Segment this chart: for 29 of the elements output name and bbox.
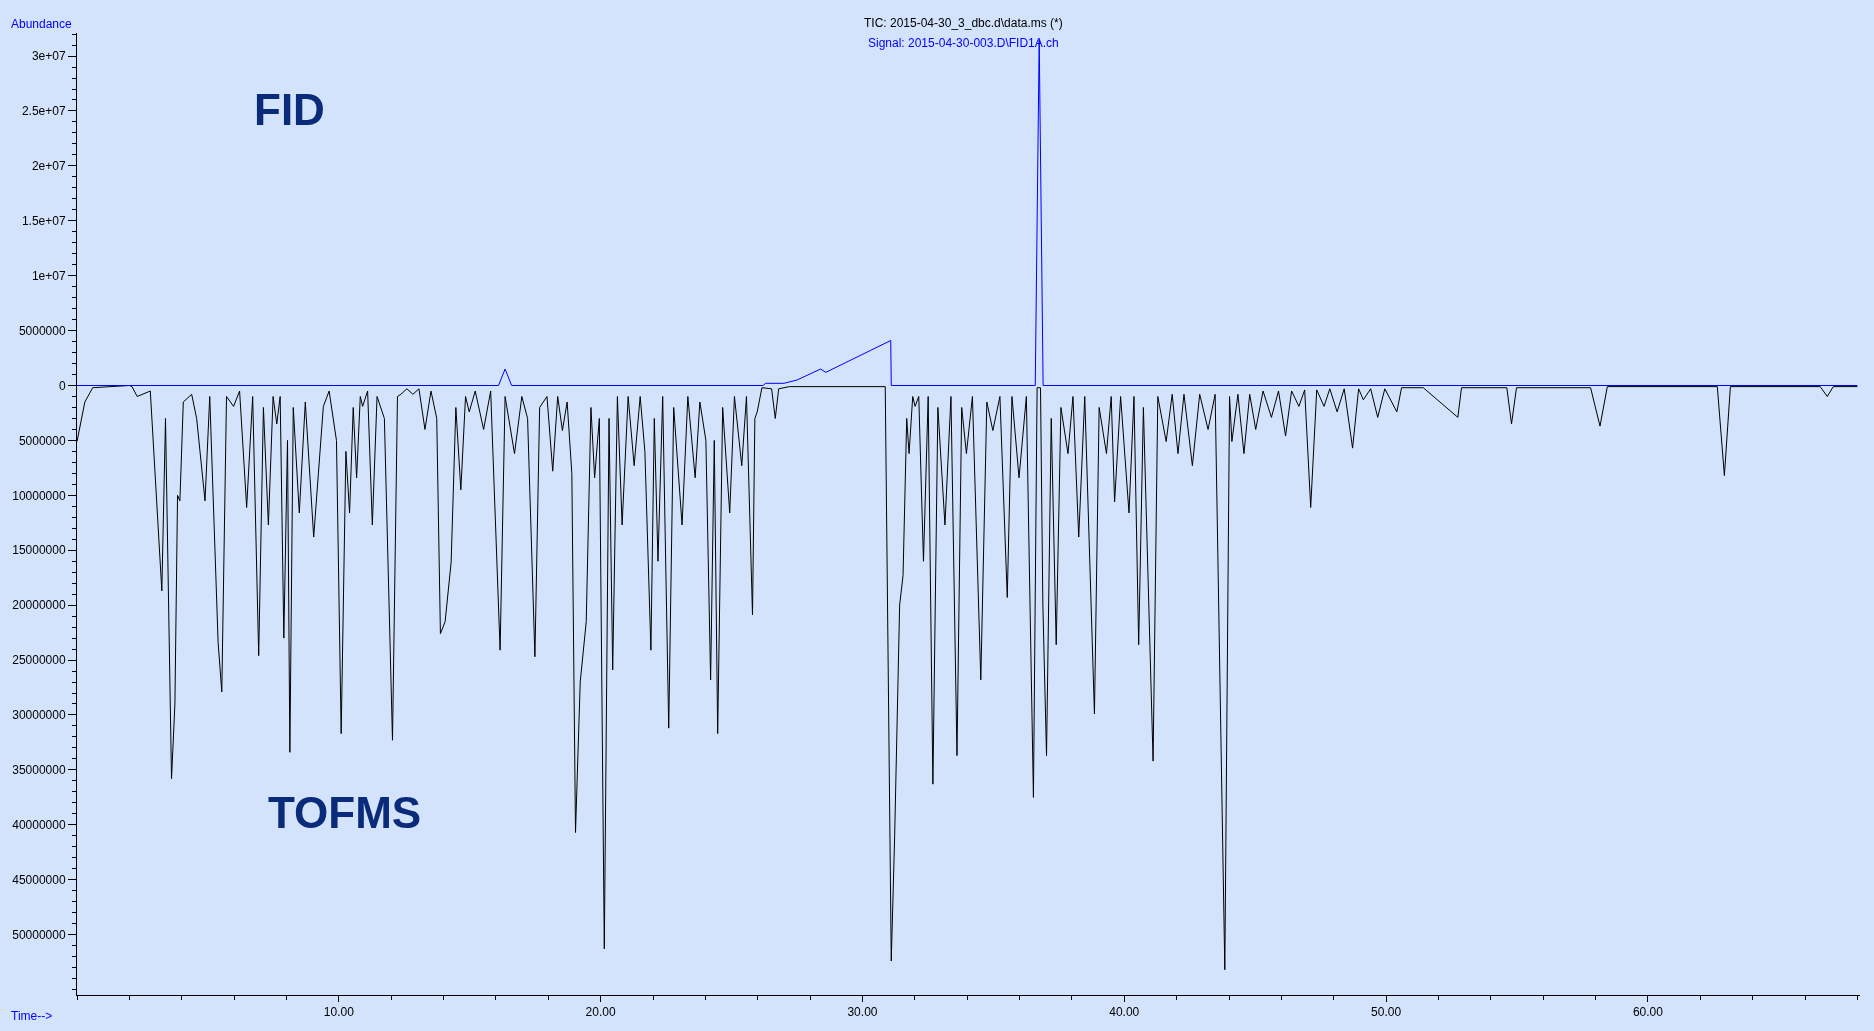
y-tick-label: 20000000 <box>12 598 66 613</box>
y-tick-label: 5000000 <box>18 433 66 448</box>
x-tick-label: 50.00 <box>1371 1005 1402 1020</box>
y-tick-label: 1e+07 <box>31 268 66 283</box>
x-axis-title: Time--> <box>11 1009 53 1023</box>
x-tick-label: 40.00 <box>1109 1005 1140 1020</box>
y-tick-label: 10000000 <box>12 488 66 503</box>
y-tick-label: 45000000 <box>12 872 66 887</box>
annotation: FID <box>254 85 325 134</box>
x-tick-label: 60.00 <box>1632 1005 1664 1020</box>
y-tick-label: 3e+07 <box>31 49 66 64</box>
y-axis-title: Abundance <box>11 17 73 31</box>
y-tick-label: 0 <box>58 378 66 393</box>
y-tick-label: 50000000 <box>12 927 66 942</box>
line-series <box>77 39 1858 387</box>
y-tick-label: 15000000 <box>12 543 66 558</box>
y-tick-label: 40000000 <box>12 817 66 832</box>
y-tick-label: 2.5e+07 <box>21 104 66 119</box>
x-tick-label: 20.00 <box>585 1005 616 1020</box>
y-tick-label: 25000000 <box>12 653 66 668</box>
x-tick-label: 10.00 <box>323 1005 355 1020</box>
annotation: TOFMS <box>268 788 422 837</box>
y-tick-label: 1.5e+07 <box>21 213 66 228</box>
x-tick-label: 30.00 <box>847 1005 878 1020</box>
y-tick-label: 30000000 <box>12 708 66 723</box>
y-tick-label: 2e+07 <box>31 159 66 174</box>
y-tick-label: 5000000 <box>18 323 66 338</box>
y-tick-label: 35000000 <box>12 763 66 778</box>
text: TIC: 2015-04-30_3_dbc.d\data.ms (*) <box>864 16 1063 30</box>
